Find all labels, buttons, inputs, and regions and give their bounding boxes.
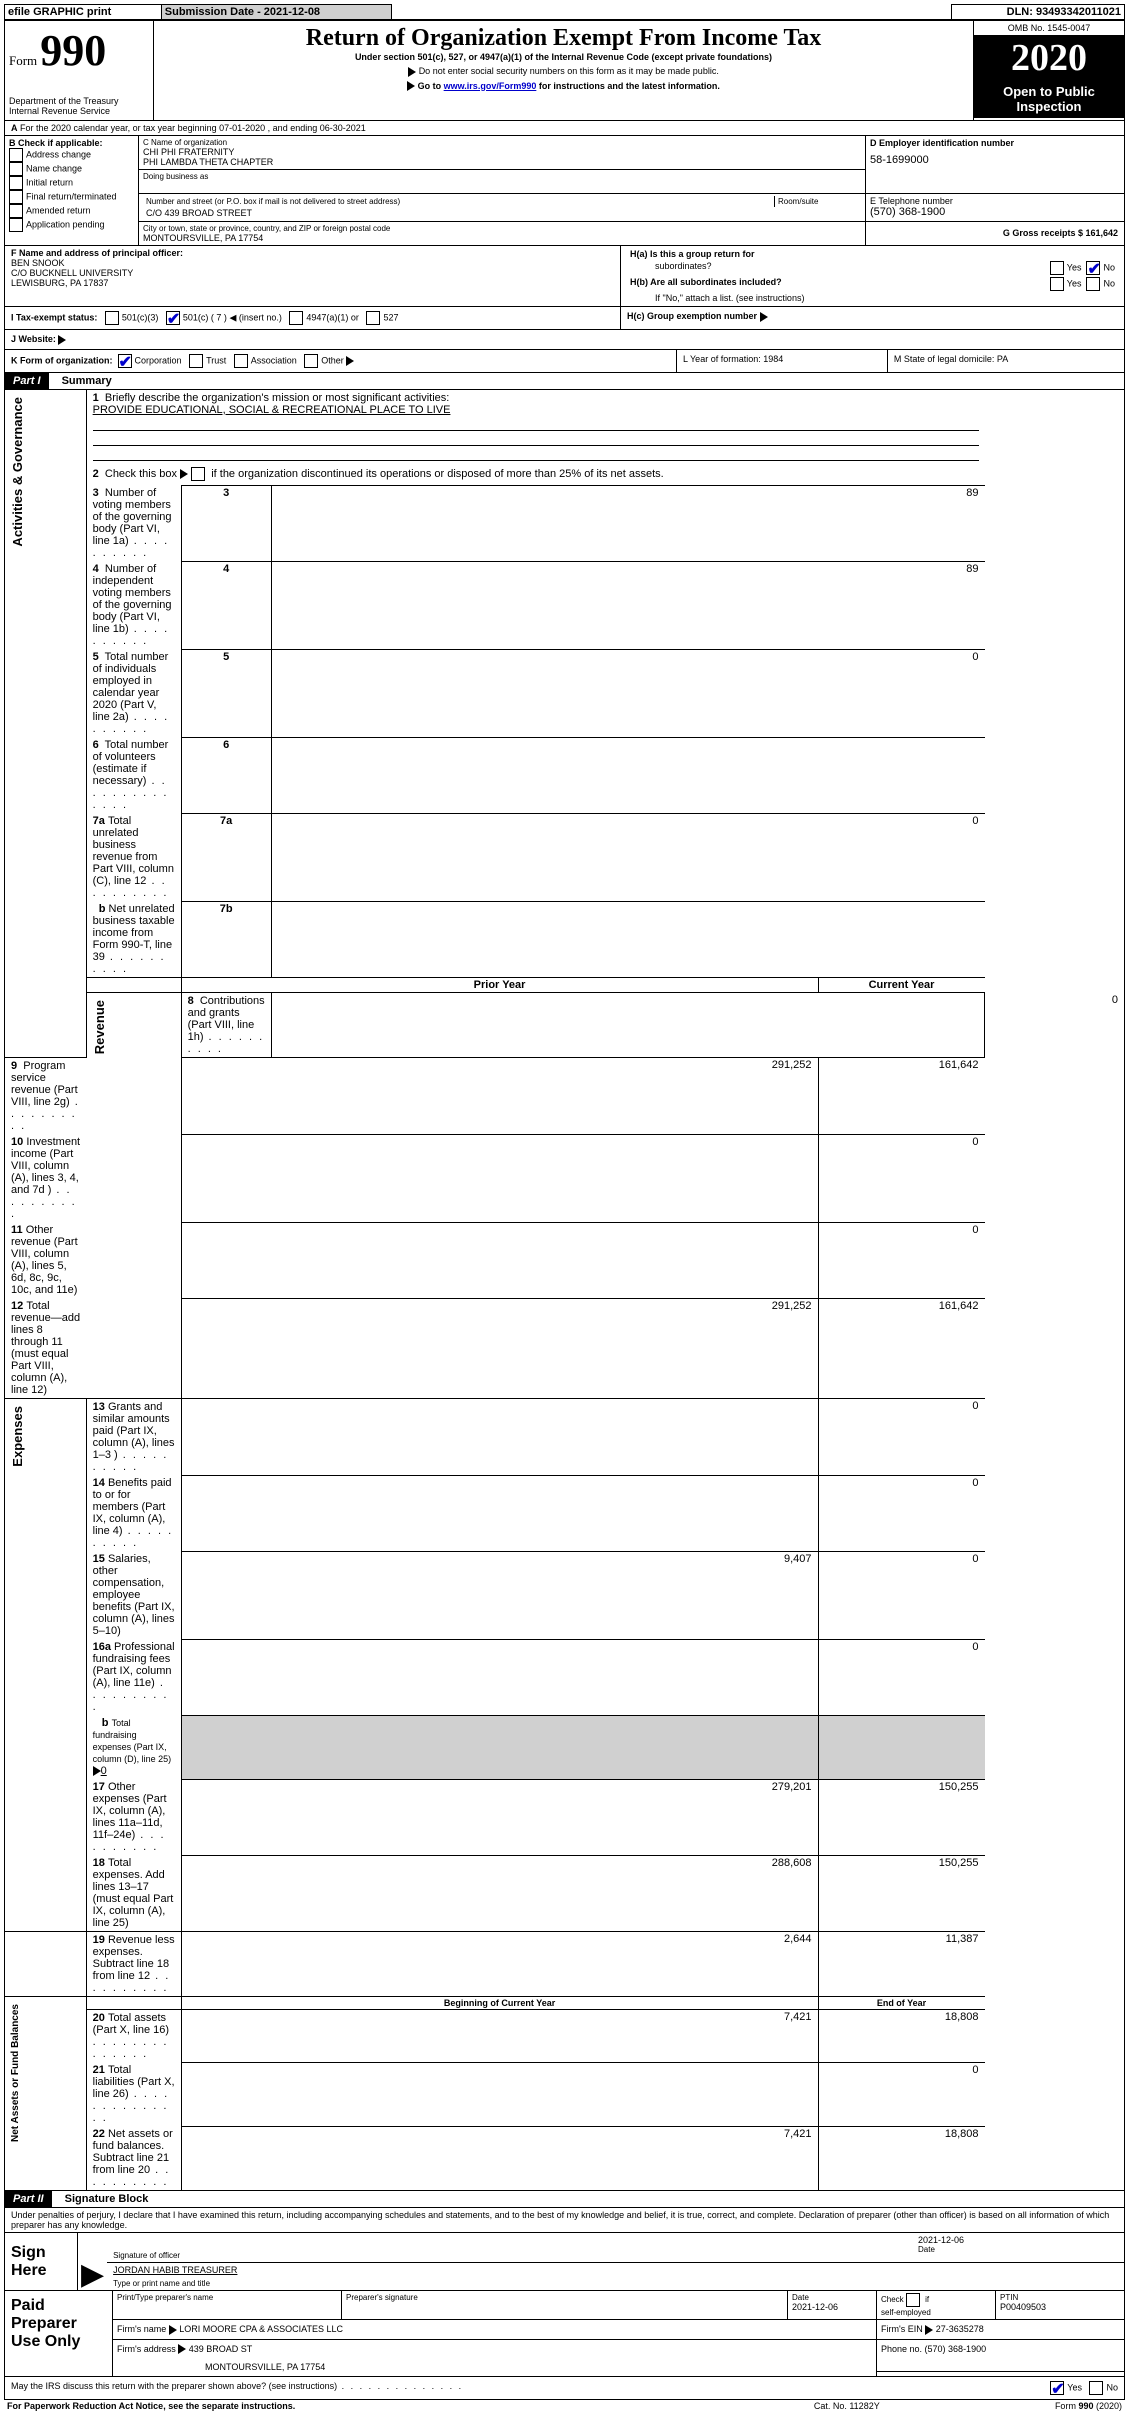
year-formation: L Year of formation: 1984	[677, 350, 888, 373]
val-5: 0	[271, 649, 984, 737]
ein: 58-1699000	[870, 154, 1120, 166]
officer-signed: JORDAN HABIB TREASURER	[113, 2265, 237, 2275]
tax-year: 2020	[974, 36, 1124, 80]
firm-address-1: 439 BROAD ST	[189, 2344, 253, 2354]
telephone: (570) 368-1900	[870, 206, 1120, 218]
val-7b	[271, 901, 984, 978]
part1-title: Summary	[52, 375, 112, 387]
gross-receipts: G Gross receipts $ 161,642	[866, 222, 1125, 246]
street-address: C/O 439 BROAD STREET	[143, 207, 861, 219]
subtitle-1: Under section 501(c), 527, or 4947(a)(1)…	[160, 52, 967, 62]
firm-ein: 27-3635278	[936, 2324, 984, 2334]
val-4: 89	[271, 561, 984, 649]
check-ha-no[interactable]	[1086, 261, 1100, 275]
top-bar: efile GRAPHIC print Submission Date - 20…	[4, 4, 1125, 20]
check-initial[interactable]	[9, 176, 23, 190]
check-assoc[interactable]	[234, 354, 248, 368]
omb-number: OMB No. 1545-0047	[974, 21, 1124, 36]
officer-name: BEN SNOOK	[11, 258, 614, 268]
ptin-val: P00409503	[1000, 2302, 1120, 2312]
side-netassets: Net Assets or Fund Balances	[8, 1998, 23, 2148]
boxB-title: B Check if applicable:	[9, 138, 134, 148]
state-domicile: M State of legal domicile: PA	[887, 350, 1124, 373]
val-3: 89	[271, 485, 984, 561]
part2-header: Part II	[5, 2191, 52, 2207]
check-ha-yes[interactable]	[1050, 261, 1064, 275]
subtitle-2: Do not enter social security numbers on …	[419, 66, 719, 76]
part2-title: Signature Block	[55, 2193, 149, 2205]
check-other[interactable]	[304, 354, 318, 368]
firm-address-2: MONTOURSVILLE, PA 17754	[117, 2362, 872, 2372]
check-4947[interactable]	[289, 311, 303, 325]
check-527[interactable]	[366, 311, 380, 325]
firm-phone: Phone no. (570) 368-1900	[877, 2339, 1125, 2371]
org-name-1: CHI PHI FRATERNITY	[143, 147, 861, 157]
cat-no: Cat. No. 11282Y	[755, 2400, 938, 2412]
submission-date: Submission Date - 2021-12-08	[161, 5, 392, 20]
val-6	[271, 737, 984, 813]
form-prefix: Form	[9, 53, 37, 68]
check-application[interactable]	[9, 218, 23, 232]
c8: 0	[985, 993, 1125, 1058]
check-hb-no[interactable]	[1086, 277, 1100, 291]
paid-preparer: Paid Preparer Use Only	[5, 2291, 113, 2377]
open-public: Open to Public Inspection	[974, 80, 1124, 118]
form-number: 990	[40, 26, 106, 75]
check-name[interactable]	[9, 162, 23, 176]
check-discontinued[interactable]	[191, 467, 205, 481]
sign-here: Sign Here	[5, 2233, 78, 2291]
city-state-zip: MONTOURSVILLE, PA 17754	[143, 233, 861, 243]
form-header: Form 990 Department of the Treasury Inte…	[4, 20, 1125, 121]
check-irs-yes[interactable]	[1050, 2381, 1064, 2395]
check-hb-yes[interactable]	[1050, 277, 1064, 291]
pra-notice: For Paperwork Reduction Act Notice, see …	[4, 2400, 755, 2412]
check-501c[interactable]	[166, 311, 180, 325]
check-self-employed[interactable]	[906, 2293, 920, 2307]
efile-label: efile GRAPHIC print	[5, 5, 162, 20]
c9: 161,642	[818, 1058, 985, 1135]
check-corp[interactable]	[118, 354, 132, 368]
mission-text: PROVIDE EDUCATIONAL, SOCIAL & RECREATION…	[93, 404, 451, 416]
check-irs-no[interactable]	[1089, 2381, 1103, 2395]
check-trust[interactable]	[189, 354, 203, 368]
org-name-2: PHI LAMBDA THETA CHAPTER	[143, 157, 861, 167]
check-address[interactable]	[9, 148, 23, 162]
check-501c3[interactable]	[105, 311, 119, 325]
dept-treasury: Department of the Treasury Internal Reve…	[9, 96, 149, 116]
val-7a: 0	[271, 813, 984, 901]
irs-link[interactable]: www.irs.gov/Form990	[444, 81, 537, 91]
return-title: Return of Organization Exempt From Incom…	[160, 25, 967, 52]
firm-name: LORI MOORE CPA & ASSOCIATES LLC	[179, 2324, 343, 2334]
part1-header: Part I	[5, 373, 49, 389]
dln: DLN: 93493342011021	[952, 5, 1125, 20]
side-revenue: Revenue	[90, 994, 109, 1060]
perjury-text: Under penalties of perjury, I declare th…	[4, 2207, 1125, 2233]
year-line: For the 2020 calendar year, or tax year …	[20, 123, 366, 133]
check-amended[interactable]	[9, 204, 23, 218]
side-expenses: Expenses	[8, 1400, 27, 1473]
check-final[interactable]	[9, 190, 23, 204]
side-activities: Activities & Governance	[8, 391, 27, 553]
